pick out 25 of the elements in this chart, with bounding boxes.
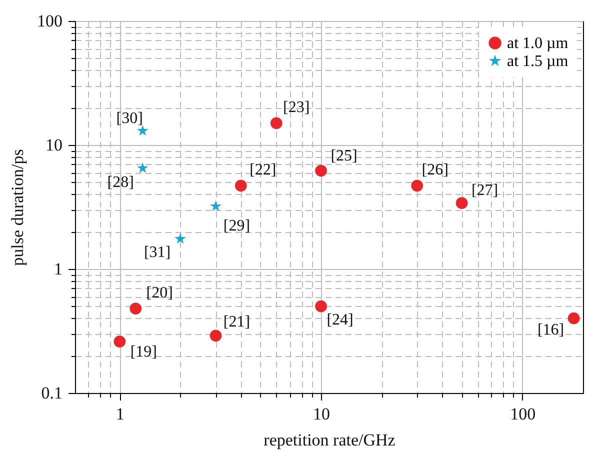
x-tick-label: 1 (116, 404, 124, 424)
annotation: [28] (107, 174, 134, 192)
x-axis-title: repetition rate/GHz (264, 430, 396, 450)
annotation: [31] (144, 244, 171, 261)
y-tick-label: 10 (46, 136, 62, 154)
annotation: [23] (283, 99, 310, 116)
annotation: [27] (471, 182, 498, 200)
x-tick-label: 100 (510, 404, 536, 424)
annotation: [22] (250, 162, 276, 179)
annotation: [30] (116, 110, 143, 127)
annotation: [26] (422, 162, 448, 179)
y-tick-label: 0.1 (41, 384, 62, 402)
y-axis-title: pulse duration/ps (8, 149, 27, 266)
legend-label: at 1.5 µm (507, 53, 569, 70)
x-tick-label: 10 (313, 404, 330, 424)
annotation: [24] (326, 311, 354, 328)
annotation: [29] (223, 217, 250, 234)
y-tick-label: 100 (37, 12, 62, 30)
y-tick-label: 1 (54, 260, 62, 278)
annotation: [21] (223, 314, 250, 331)
annotation: [16] (537, 321, 564, 338)
annotation: [25] (330, 148, 358, 165)
annotation: [20] (146, 284, 173, 302)
annotation: [19] (130, 344, 157, 361)
legend-label: at 1.0 µm (507, 35, 569, 52)
